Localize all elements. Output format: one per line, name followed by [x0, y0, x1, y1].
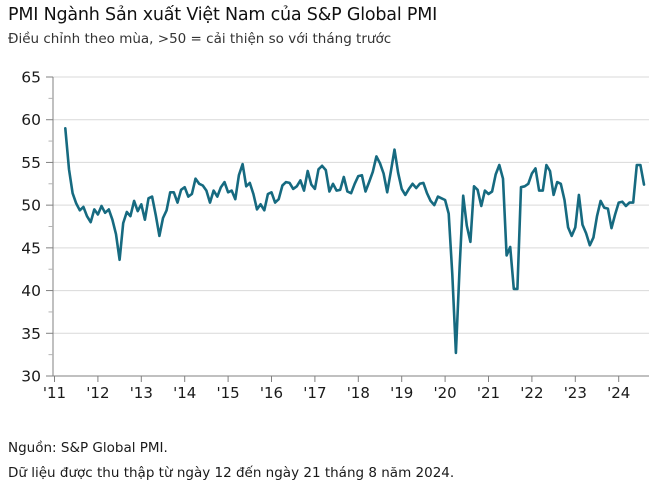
pmi-line-chart: 30 35 40 45 50 55 60 65 '11 '12 '13 '14 '15 '16 '17 '18… [21, 69, 649, 402]
x-axis-label: '19 [390, 384, 413, 402]
footer-source: Nguồn: S&P Global PMI. [8, 440, 168, 456]
chart-subtitle: Điều chỉnh theo mùa, >50 = cải thiện so … [8, 31, 392, 47]
x-axis-label: '22 [520, 384, 543, 402]
x-axis-label: '24 [607, 384, 630, 402]
y-axis-label: 30 [21, 368, 41, 386]
y-axis-label: 65 [21, 69, 41, 87]
x-axis-label: '12 [86, 384, 109, 402]
x-axis-label: '16 [260, 384, 283, 402]
x-axis-label: '20 [433, 384, 456, 402]
y-axis-label: 45 [21, 239, 41, 257]
x-axis-label: '14 [173, 384, 196, 402]
x-axis-label: '11 [43, 384, 66, 402]
x-axis-label: '21 [477, 384, 500, 402]
x-axis-label: '23 [564, 384, 587, 402]
y-axis-label: 35 [21, 325, 41, 343]
y-axis-label: 50 [21, 197, 41, 215]
x-axis-label: '13 [130, 384, 153, 402]
x-axis-label: '17 [303, 384, 326, 402]
x-axis-label: '18 [347, 384, 370, 402]
y-axis-label: 60 [21, 111, 41, 129]
footer-collection-note: Dữ liệu được thu thập từ ngày 12 đến ngà… [8, 465, 455, 481]
y-axis-label: 40 [21, 282, 41, 300]
chart-title: PMI Ngành Sản xuất Việt Nam của S&P Glob… [8, 5, 438, 25]
y-axis-label: 55 [21, 154, 41, 172]
pmi-series-line [64, 127, 646, 355]
x-axis-label: '15 [216, 384, 239, 402]
